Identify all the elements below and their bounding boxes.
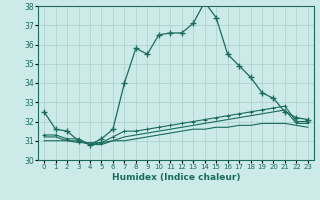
X-axis label: Humidex (Indice chaleur): Humidex (Indice chaleur) [112,173,240,182]
